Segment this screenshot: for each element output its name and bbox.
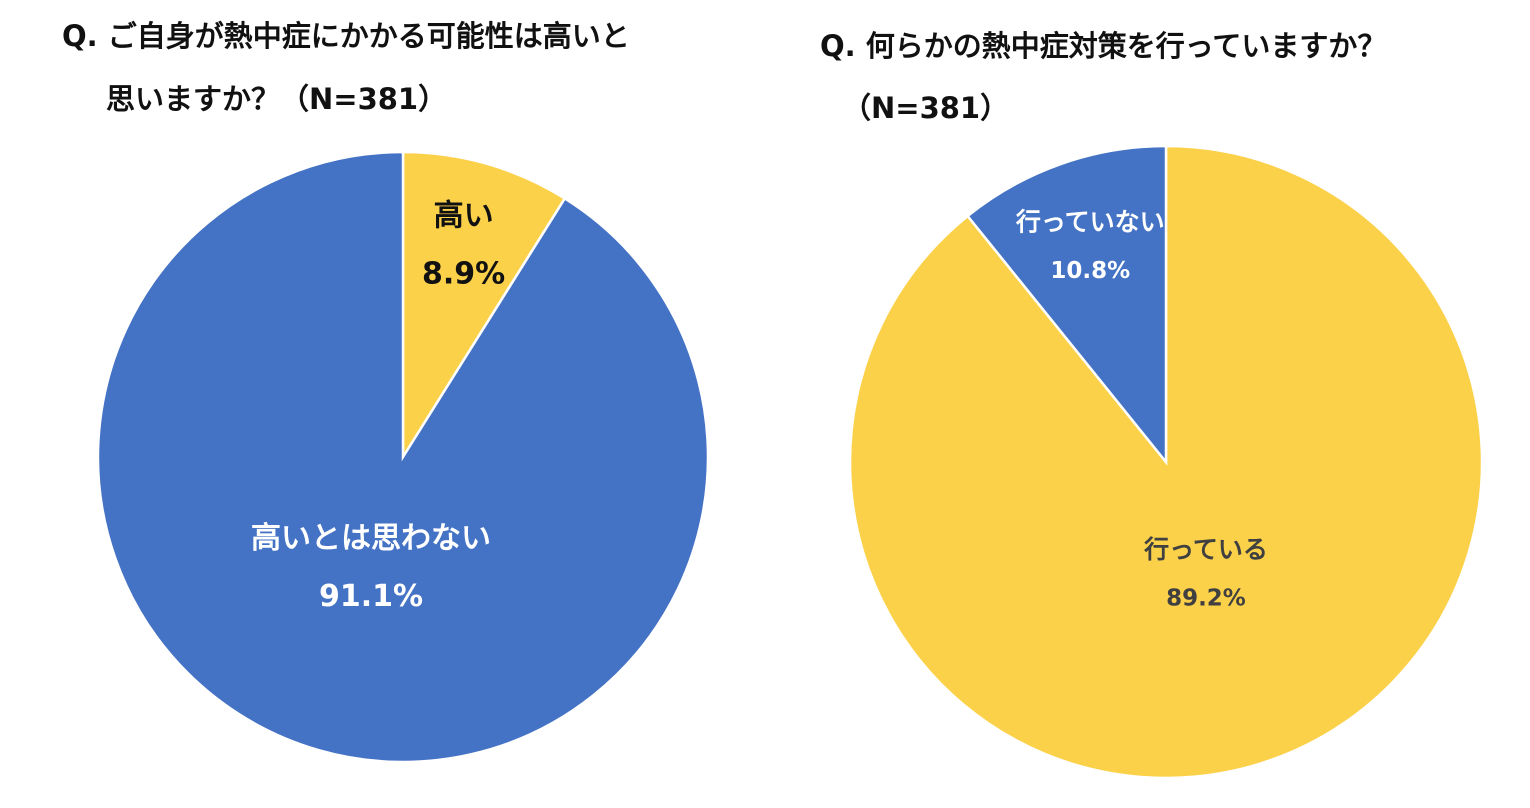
chart-title: Q. 何らかの熱中症対策を行っていますか？ — [820, 29, 1386, 63]
slice-label: 高いとは思わない — [251, 521, 491, 556]
slice-label: 行っている — [1143, 535, 1268, 564]
slice-label: 行っていない — [1015, 207, 1165, 236]
pie-slice — [401, 150, 567, 462]
slice-value-label: 89.2% — [1166, 586, 1246, 612]
pie-slice — [96, 150, 710, 764]
chart-title: 思いますか？（N=381） — [106, 82, 447, 116]
pie-slice — [965, 144, 1168, 466]
slice-value-label: 8.9% — [422, 256, 505, 291]
chart-title: （N=381） — [842, 91, 1009, 125]
chart-title: Q. ご自身が熱中症にかかる可能性は高いと — [62, 19, 630, 53]
slice-value-label: 91.1% — [319, 579, 423, 614]
slice-value-label: 10.8% — [1050, 258, 1130, 284]
slice-label: 高い — [434, 198, 494, 233]
